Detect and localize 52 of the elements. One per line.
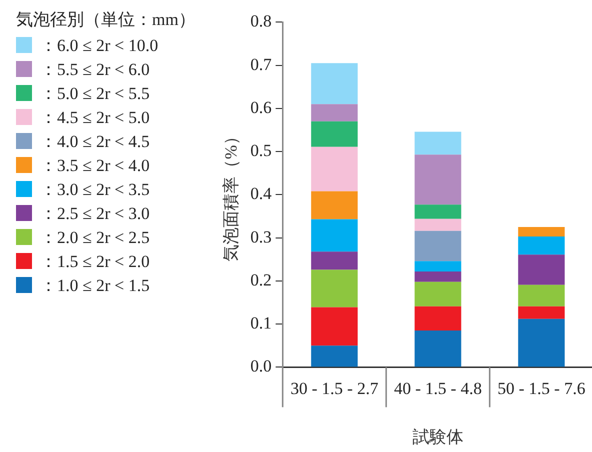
bar bbox=[518, 318, 565, 367]
bar bbox=[414, 261, 462, 272]
bar bbox=[311, 63, 358, 104]
x-axis-title: 試験体 bbox=[412, 427, 464, 446]
y-tick-label: 0.7 bbox=[250, 54, 272, 74]
legend-label: ：1.0 ≤ 2r < 1.5 bbox=[40, 274, 150, 296]
legend-label: ：1.5 ≤ 2r < 2.0 bbox=[40, 250, 150, 272]
bar bbox=[311, 121, 358, 147]
bar bbox=[414, 230, 462, 262]
y-tick-label: 0.1 bbox=[250, 314, 272, 333]
bar bbox=[311, 307, 358, 346]
legend-label: ：2.0 ≤ 2r < 2.5 bbox=[40, 226, 150, 248]
bar bbox=[311, 252, 358, 270]
bar bbox=[518, 227, 565, 237]
legend-label: ：5.5 ≤ 2r < 6.0 bbox=[40, 58, 150, 80]
y-tick-label: 0.0 bbox=[250, 356, 272, 376]
bar bbox=[518, 236, 565, 255]
bar bbox=[414, 306, 462, 331]
bar bbox=[518, 284, 565, 306]
legend-label: ：3.5 ≤ 2r < 4.0 bbox=[40, 154, 150, 176]
y-tick-label: 0.3 bbox=[250, 227, 272, 246]
legend-label: ：4.5 ≤ 2r < 5.0 bbox=[40, 106, 150, 128]
legend-label: ：5.0 ≤ 2r < 5.5 bbox=[40, 82, 150, 104]
bar bbox=[414, 154, 462, 205]
x-tick-label: 50 - 1.5 - 7.6 bbox=[498, 378, 586, 398]
bar bbox=[311, 146, 358, 192]
bar bbox=[414, 132, 462, 155]
y-tick-label: 0.5 bbox=[250, 141, 272, 160]
y-tick-label: 0.8 bbox=[250, 12, 272, 31]
y-tick-label: 0.2 bbox=[250, 270, 272, 290]
bar bbox=[414, 271, 462, 282]
bar bbox=[311, 191, 358, 220]
bar bbox=[414, 218, 462, 231]
bar bbox=[311, 219, 358, 252]
bar bbox=[518, 254, 565, 285]
bar bbox=[311, 104, 358, 122]
legend-label: ：6.0 ≤ 2r < 10.0 bbox=[40, 34, 158, 56]
y-tick-label: 0.6 bbox=[250, 98, 272, 117]
legend-label: ：4.0 ≤ 2r < 4.5 bbox=[40, 130, 150, 152]
x-tick-label: 40 - 1.5 - 4.8 bbox=[394, 378, 482, 398]
legend-label: ：2.5 ≤ 2r < 3.0 bbox=[40, 202, 150, 224]
bar bbox=[518, 306, 565, 319]
bar bbox=[414, 282, 462, 306]
bar bbox=[311, 346, 358, 367]
bar bbox=[311, 270, 358, 308]
y-tick-label: 0.4 bbox=[250, 184, 272, 204]
y-axis-title: 気泡面積率（%） bbox=[222, 128, 241, 262]
legend-label: ：3.0 ≤ 2r < 3.5 bbox=[40, 178, 150, 200]
bar bbox=[414, 330, 462, 367]
legend-title: 気泡径別（単位：mm） bbox=[16, 9, 196, 31]
x-tick-label: 30 - 1.5 - 2.7 bbox=[290, 378, 379, 398]
bar bbox=[414, 204, 462, 219]
